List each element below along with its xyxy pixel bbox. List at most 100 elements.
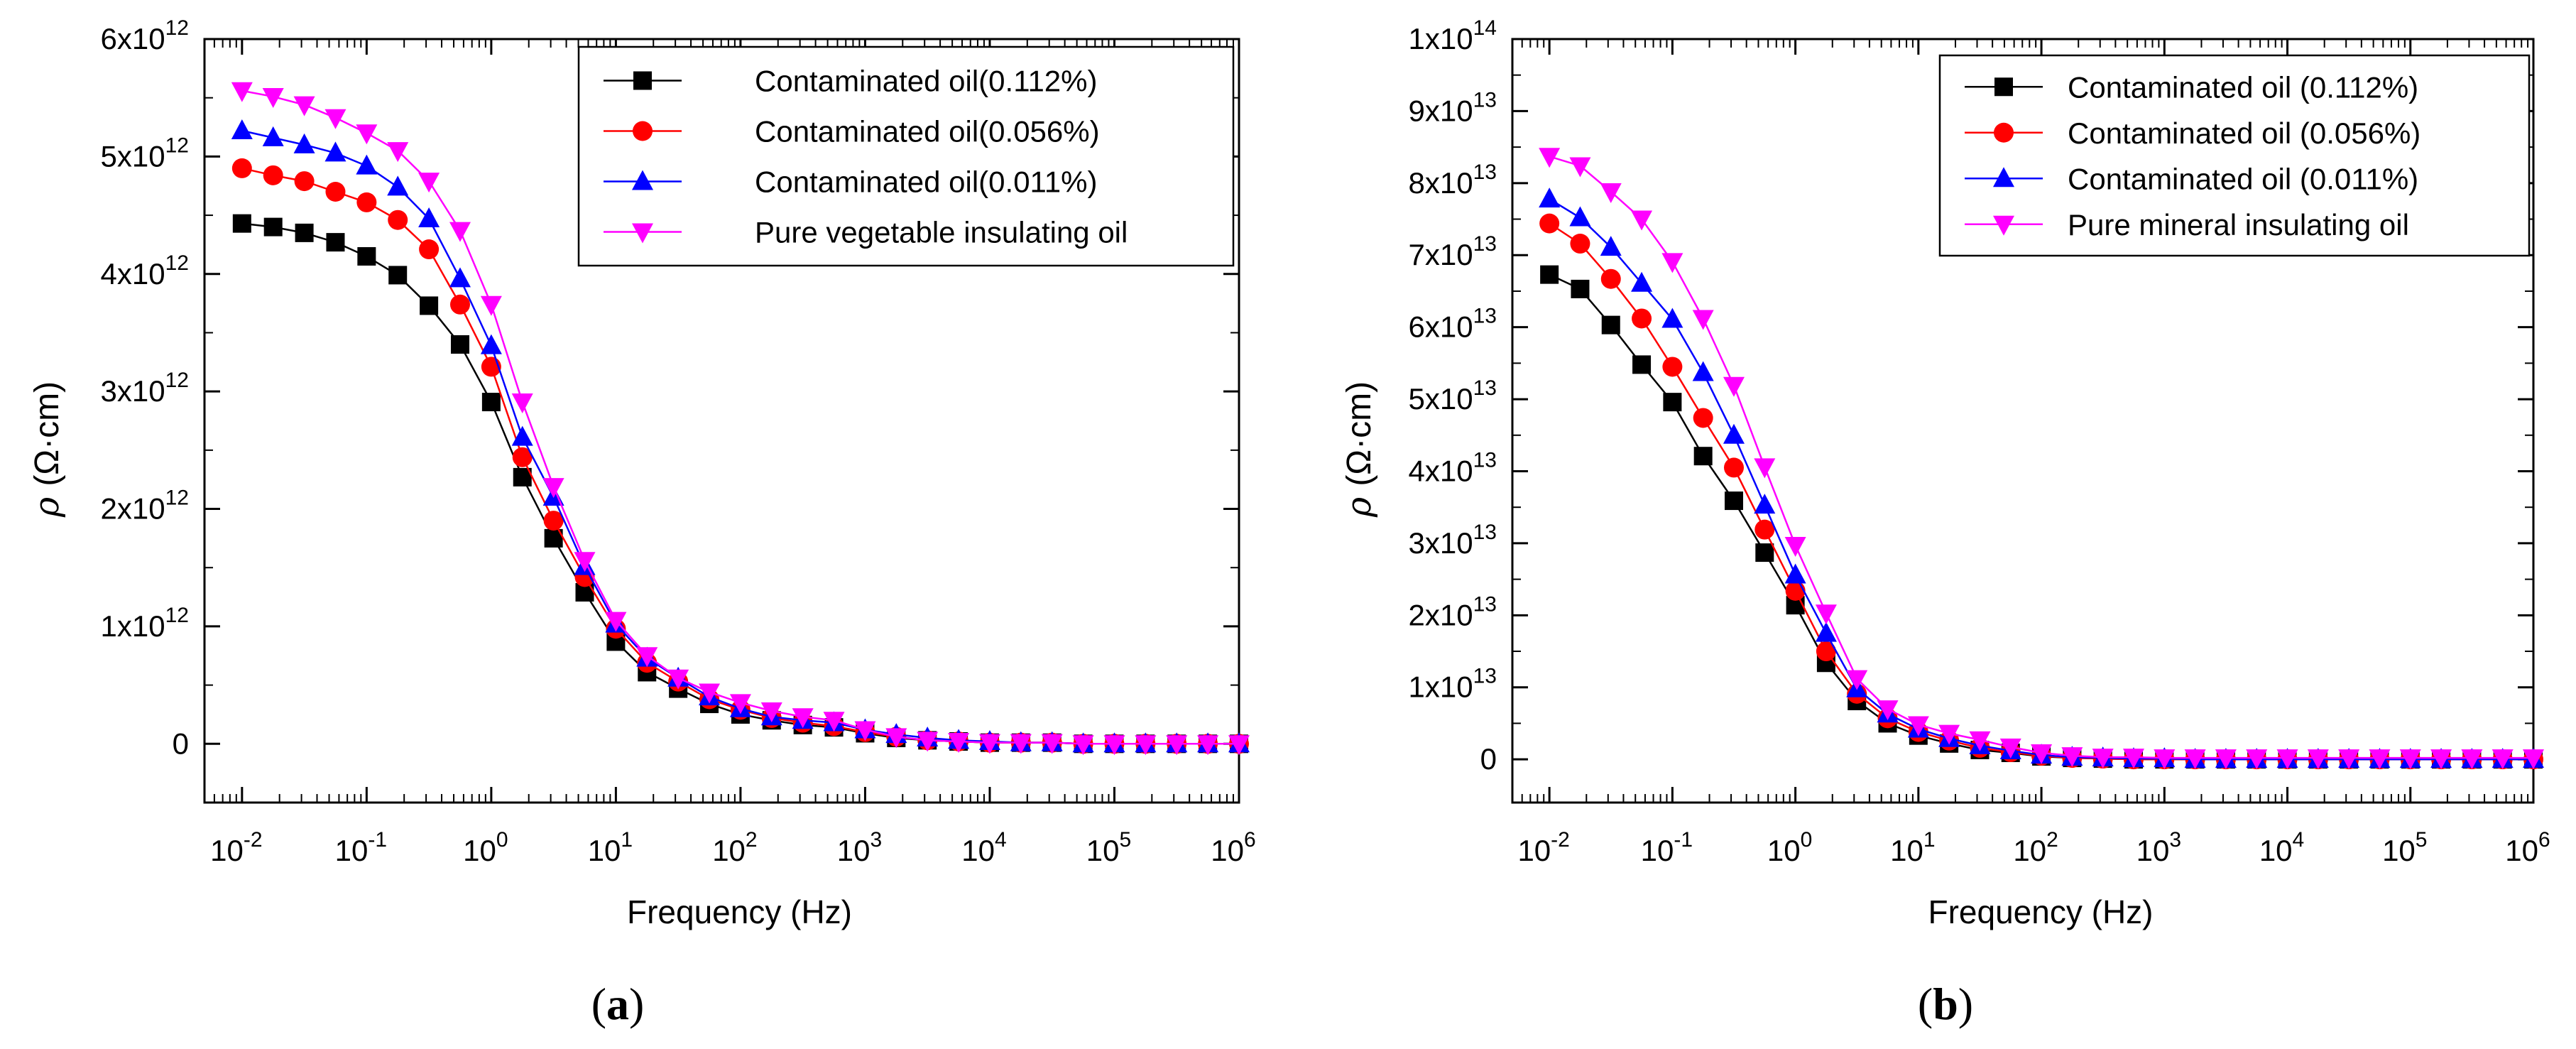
marker-triangle-down: [917, 732, 939, 752]
marker-triangle-down: [948, 733, 970, 753]
marker-triangle-down: [1815, 604, 1837, 625]
marker-square: [1632, 355, 1652, 374]
y-axis-label: ρ (Ω·cm): [27, 381, 67, 518]
marker-triangle-up: [1692, 361, 1714, 381]
legend-label: Pure vegetable insulating oil: [755, 216, 1128, 249]
marker-circle: [1754, 519, 1775, 540]
marker-triangle-down: [1166, 735, 1188, 756]
marker-square: [263, 217, 283, 237]
marker-triangle-up: [1661, 308, 1683, 328]
marker-triangle-down: [667, 669, 689, 690]
marker-triangle-down: [2399, 749, 2421, 770]
marker-square: [357, 246, 376, 266]
marker-triangle-up: [480, 334, 502, 354]
marker-circle: [231, 158, 252, 178]
x-tick-label: 105: [1086, 828, 1131, 867]
x-axis-label: Frequency (Hz): [1928, 893, 2154, 930]
marker-square: [1724, 491, 1743, 511]
legend-label: Contaminated oil(0.056%): [755, 115, 1100, 148]
marker-triangle-down: [574, 552, 596, 572]
marker-square: [1571, 279, 1590, 298]
legend-label: Contaminated oil(0.112%): [755, 65, 1098, 98]
y-tick-label: 0: [1480, 742, 1497, 776]
marker-triangle-up: [632, 170, 653, 190]
y-tick-label: 6x1012: [101, 16, 189, 55]
marker-square: [1755, 543, 1774, 562]
marker-triangle-down: [418, 173, 440, 193]
marker-triangle-down: [760, 702, 782, 722]
marker-triangle-down: [480, 295, 502, 316]
marker-square: [1540, 265, 1559, 284]
marker-triangle-down: [632, 223, 653, 244]
marker-triangle-down: [2215, 749, 2237, 770]
marker-triangle-down: [1907, 716, 1929, 737]
x-axis-label: Frequency (Hz): [627, 893, 852, 930]
y-tick-label: 0: [173, 727, 189, 760]
legend-label: Contaminated oil (0.056%): [2068, 116, 2421, 150]
marker-circle: [263, 165, 283, 185]
marker-triangle-up: [324, 141, 346, 162]
marker-square: [1994, 77, 2013, 97]
marker-square: [1693, 447, 1713, 466]
marker-triangle-down: [2523, 749, 2544, 770]
panel-label-b: (b): [1918, 979, 1973, 1029]
marker-triangle-down: [511, 393, 533, 414]
legend-label: Contaminated oil (0.112%): [2068, 70, 2418, 104]
marker-triangle-down: [2154, 749, 2176, 770]
marker-triangle-down: [2276, 749, 2298, 770]
marker-square: [388, 266, 408, 285]
x-tick-label: 10-2: [210, 828, 262, 867]
marker-circle: [1816, 641, 1836, 662]
x-axis: 10-2 10-1 100 101 102 103 104 105 106: [1517, 39, 2550, 867]
panel-label-a: (a): [591, 979, 645, 1029]
marker-triangle-down: [1631, 210, 1653, 231]
marker-triangle-up: [1784, 563, 1806, 584]
marker-square: [326, 233, 345, 252]
marker-triangle-up: [1815, 621, 1837, 642]
marker-square: [232, 214, 251, 233]
marker-triangle-down: [2031, 744, 2053, 765]
marker-square: [420, 296, 439, 315]
marker-triangle-down: [231, 82, 253, 102]
marker-triangle-down: [1600, 183, 1622, 203]
marker-triangle-down: [1877, 700, 1899, 721]
marker-triangle-down: [1993, 215, 2014, 236]
x-tick-label: 100: [463, 828, 508, 867]
marker-circle: [543, 511, 564, 531]
marker-circle: [1539, 213, 1560, 234]
legend-box: [1938, 54, 2531, 257]
series-line: [1549, 198, 2533, 761]
x-tick-label: 101: [1890, 828, 1935, 867]
marker-triangle-down: [1692, 310, 1714, 330]
series-3: [1539, 148, 2544, 770]
marker-triangle-down: [324, 109, 346, 129]
marker-triangle-up: [231, 119, 253, 139]
legend-label: Pure mineral insulating oil: [2068, 208, 2409, 241]
marker-triangle-down: [1072, 735, 1094, 756]
x-tick-label: 102: [712, 828, 757, 867]
y-tick-label: 6x1013: [1409, 305, 1497, 344]
marker-triangle-down: [1569, 157, 1591, 178]
marker-triangle-up: [1569, 206, 1591, 227]
y-tick-label: 7x1013: [1409, 232, 1497, 271]
series-line: [241, 222, 1239, 745]
marker-triangle-down: [1103, 735, 1125, 756]
marker-triangle-down: [978, 734, 1000, 754]
marker-triangle-down: [2430, 749, 2452, 770]
marker-triangle-down: [1539, 148, 1561, 168]
y-tick-label: 2x1013: [1409, 592, 1497, 631]
marker-triangle-down: [356, 124, 378, 145]
marker-triangle-down: [729, 694, 751, 714]
marker-triangle-down: [449, 222, 471, 242]
y-tick-label: 4x1013: [1409, 448, 1497, 487]
marker-triangle-up: [1754, 494, 1776, 514]
x-tick-label: 10-2: [1517, 828, 1569, 867]
marker-triangle-up: [356, 154, 378, 175]
legend-label: Contaminated oil(0.011%): [755, 165, 1098, 199]
marker-triangle-down: [2492, 749, 2514, 770]
x-tick-label: 101: [588, 828, 633, 867]
marker-triangle-down: [1999, 738, 2021, 759]
marker-triangle-down: [1010, 734, 1032, 754]
series-line: [1549, 273, 2533, 761]
marker-circle: [325, 182, 346, 202]
